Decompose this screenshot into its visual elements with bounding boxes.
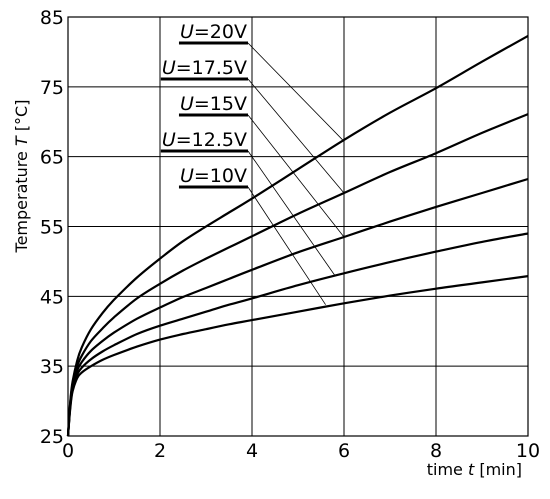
y-axis-title-prefix: Temperature	[12, 146, 31, 253]
tick-labels: 0 2 4 6 8 10 25 35 45 55 65 75 85	[40, 7, 540, 462]
legend-label: U=17.5V	[162, 57, 247, 79]
legend-label-var: U	[180, 93, 194, 115]
x-axis-title-prefix: time	[427, 460, 468, 479]
legend-leader-line	[247, 186, 326, 305]
legend-label-value: =10V	[194, 165, 247, 187]
x-tick-label: 2	[154, 440, 166, 462]
legend-label: U=20V	[180, 21, 247, 43]
legend-leader-line	[247, 78, 345, 194]
legend-leader-lines	[247, 42, 345, 305]
y-tick-label: 55	[40, 217, 64, 239]
series-line	[66, 232, 529, 437]
y-tick-label: 35	[40, 356, 64, 378]
y-tick-label: 75	[40, 77, 64, 99]
plot-frame	[67, 16, 529, 437]
x-tick-label: 6	[338, 440, 350, 462]
legend-label-var: U	[180, 165, 194, 187]
legend-label-value: =17.5V	[176, 57, 247, 79]
legend-label-value: =12.5V	[176, 129, 247, 151]
legend-label-value: =20V	[194, 21, 247, 43]
y-tick-label: 25	[40, 426, 64, 448]
y-tick-label: 85	[40, 7, 64, 29]
y-tick-label: 45	[40, 286, 64, 308]
series-line	[66, 34, 529, 437]
series-line	[66, 275, 529, 437]
legend-label: U=12.5V	[162, 129, 247, 151]
grid	[67, 16, 529, 437]
y-axis-title-suffix: [°C]	[12, 100, 31, 137]
series-line	[66, 113, 529, 437]
legend-leader-line	[247, 114, 345, 238]
legend-label-value: =15V	[194, 93, 247, 115]
legend-leader-line	[247, 42, 345, 142]
x-tick-label: 10	[516, 440, 540, 462]
legend-label: U=15V	[180, 93, 247, 115]
y-axis-title: Temperature T [°C]	[12, 100, 31, 254]
x-axis-title: time t [min]	[427, 460, 522, 479]
x-axis-title-suffix: [min]	[474, 460, 522, 479]
x-axis-title-var: t	[468, 460, 475, 479]
legend-label-var: U	[162, 57, 176, 79]
x-tick-label: 8	[430, 440, 442, 462]
series-line	[66, 177, 529, 437]
legend-label-var: U	[180, 21, 194, 43]
legend-label: U=10V	[180, 165, 247, 187]
series-lines	[66, 34, 529, 437]
legend-leader-line	[247, 150, 336, 276]
legend-label-var: U	[162, 129, 176, 151]
x-tick-label: 0	[62, 440, 74, 462]
y-axis-title-var: T	[12, 135, 31, 146]
x-tick-label: 4	[246, 440, 258, 462]
y-tick-label: 65	[40, 147, 64, 169]
